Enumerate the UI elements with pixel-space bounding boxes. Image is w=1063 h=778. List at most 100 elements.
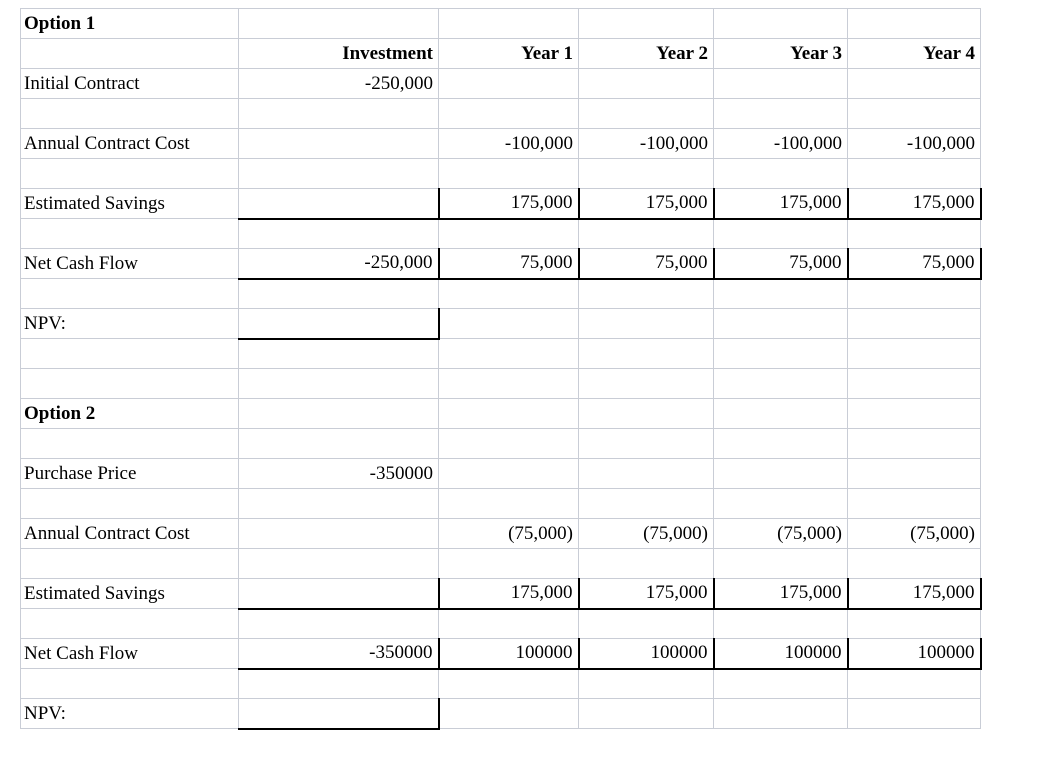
cell-npv-1-col4[interactable] xyxy=(713,308,848,339)
cell-blank-8-col5[interactable] xyxy=(847,488,981,519)
cell-blank-11-col3[interactable] xyxy=(578,668,714,699)
cell-estimated-savings-2-col0[interactable]: Estimated Savings xyxy=(20,578,239,609)
cell-annual-contract-cost-2-col4[interactable]: (75,000) xyxy=(713,518,848,549)
cell-option2-title-col5[interactable] xyxy=(847,398,981,429)
cell-blank-10-col2[interactable] xyxy=(438,608,579,639)
cell-option2-title-col2[interactable] xyxy=(438,398,579,429)
cell-blank-11-col4[interactable] xyxy=(713,668,848,699)
cell-blank-5-col1[interactable] xyxy=(238,338,439,369)
cell-blank-3-col2[interactable] xyxy=(438,218,579,249)
cell-blank-1-col3[interactable] xyxy=(578,98,714,129)
cell-net-cash-flow-2-col1[interactable]: -350000 xyxy=(238,638,440,670)
cell-option1-title-col4[interactable] xyxy=(713,8,848,39)
cell-estimated-savings-2-col1[interactable] xyxy=(238,578,440,610)
cell-blank-3-col5[interactable] xyxy=(847,218,981,249)
cell-blank-7-col3[interactable] xyxy=(578,428,714,459)
cell-estimated-savings-1-col4[interactable]: 175,000 xyxy=(713,188,849,220)
cell-annual-contract-cost-2-col2[interactable]: (75,000) xyxy=(438,518,579,549)
cell-npv-2-col2[interactable] xyxy=(438,698,579,729)
cell-blank-3-col0[interactable] xyxy=(20,218,239,249)
cell-option1-title-col0[interactable]: Option 1 xyxy=(20,8,239,39)
cell-npv-2-col3[interactable] xyxy=(578,698,714,729)
cell-blank-4-col3[interactable] xyxy=(578,278,714,309)
cell-option2-title-col3[interactable] xyxy=(578,398,714,429)
cell-blank-6-col2[interactable] xyxy=(438,368,579,399)
cell-purchase-price-col2[interactable] xyxy=(438,458,579,489)
cell-npv-2-col1[interactable] xyxy=(238,698,440,730)
cell-blank-1-col0[interactable] xyxy=(20,98,239,129)
cell-npv-1-col3[interactable] xyxy=(578,308,714,339)
cell-npv-1-col0[interactable]: NPV: xyxy=(20,308,239,339)
cell-blank-5-col2[interactable] xyxy=(438,338,579,369)
cell-initial-contract-col1[interactable]: -250,000 xyxy=(238,68,439,99)
cell-initial-contract-col4[interactable] xyxy=(713,68,848,99)
cell-blank-8-col1[interactable] xyxy=(238,488,439,519)
cell-net-cash-flow-1-col2[interactable]: 75,000 xyxy=(438,248,580,280)
cell-blank-5-col5[interactable] xyxy=(847,338,981,369)
cell-net-cash-flow-2-col3[interactable]: 100000 xyxy=(578,638,715,670)
cell-blank-9-col0[interactable] xyxy=(20,548,239,579)
cell-blank-10-col5[interactable] xyxy=(847,608,981,639)
cell-npv-2-col5[interactable] xyxy=(847,698,981,729)
cell-blank-6-col0[interactable] xyxy=(20,368,239,399)
cell-purchase-price-col0[interactable]: Purchase Price xyxy=(20,458,239,489)
cell-annual-contract-cost-1-col3[interactable]: -100,000 xyxy=(578,128,714,159)
cell-option1-title-col5[interactable] xyxy=(847,8,981,39)
cell-blank-8-col4[interactable] xyxy=(713,488,848,519)
cell-blank-11-col0[interactable] xyxy=(20,668,239,699)
cell-blank-2-col5[interactable] xyxy=(847,158,981,189)
cell-annual-contract-cost-1-col5[interactable]: -100,000 xyxy=(847,128,981,159)
cell-estimated-savings-1-col3[interactable]: 175,000 xyxy=(578,188,715,220)
cell-net-cash-flow-1-col3[interactable]: 75,000 xyxy=(578,248,715,280)
cell-blank-7-col4[interactable] xyxy=(713,428,848,459)
cell-npv-1-col2[interactable] xyxy=(438,308,579,339)
cell-blank-8-col2[interactable] xyxy=(438,488,579,519)
cell-blank-6-col4[interactable] xyxy=(713,368,848,399)
cell-blank-10-col1[interactable] xyxy=(238,608,439,639)
cell-net-cash-flow-1-col0[interactable]: Net Cash Flow xyxy=(20,248,239,279)
cell-option2-title-col4[interactable] xyxy=(713,398,848,429)
cell-estimated-savings-1-col5[interactable]: 175,000 xyxy=(847,188,982,220)
cell-blank-5-col0[interactable] xyxy=(20,338,239,369)
cell-initial-contract-col0[interactable]: Initial Contract xyxy=(20,68,239,99)
cell-estimated-savings-1-col0[interactable]: Estimated Savings xyxy=(20,188,239,219)
cell-blank-8-col3[interactable] xyxy=(578,488,714,519)
cell-blank-3-col4[interactable] xyxy=(713,218,848,249)
cell-annual-contract-cost-1-col0[interactable]: Annual Contract Cost xyxy=(20,128,239,159)
cell-blank-1-col5[interactable] xyxy=(847,98,981,129)
cell-blank-7-col5[interactable] xyxy=(847,428,981,459)
cell-blank-10-col0[interactable] xyxy=(20,608,239,639)
cell-estimated-savings-1-col1[interactable] xyxy=(238,188,440,220)
cell-net-cash-flow-2-col4[interactable]: 100000 xyxy=(713,638,849,670)
cell-estimated-savings-2-col5[interactable]: 175,000 xyxy=(847,578,982,610)
cell-blank-2-col1[interactable] xyxy=(238,158,439,189)
cell-estimated-savings-1-col2[interactable]: 175,000 xyxy=(438,188,580,220)
cell-column-headers-col2[interactable]: Year 1 xyxy=(438,38,579,69)
cell-blank-11-col2[interactable] xyxy=(438,668,579,699)
cell-blank-3-col3[interactable] xyxy=(578,218,714,249)
cell-annual-contract-cost-1-col4[interactable]: -100,000 xyxy=(713,128,848,159)
cell-blank-6-col5[interactable] xyxy=(847,368,981,399)
cell-blank-9-col1[interactable] xyxy=(238,548,439,579)
cell-blank-4-col2[interactable] xyxy=(438,278,579,309)
cell-net-cash-flow-1-col4[interactable]: 75,000 xyxy=(713,248,849,280)
cell-initial-contract-col3[interactable] xyxy=(578,68,714,99)
cell-blank-4-col5[interactable] xyxy=(847,278,981,309)
cell-blank-10-col3[interactable] xyxy=(578,608,714,639)
cell-net-cash-flow-2-col2[interactable]: 100000 xyxy=(438,638,580,670)
cell-blank-9-col5[interactable] xyxy=(847,548,981,579)
cell-option2-title-col0[interactable]: Option 2 xyxy=(20,398,239,429)
cell-annual-contract-cost-2-col0[interactable]: Annual Contract Cost xyxy=(20,518,239,549)
cell-blank-2-col4[interactable] xyxy=(713,158,848,189)
cell-blank-3-col1[interactable] xyxy=(238,218,439,249)
cell-estimated-savings-2-col2[interactable]: 175,000 xyxy=(438,578,580,610)
cell-blank-11-col1[interactable] xyxy=(238,668,439,699)
cell-blank-2-col3[interactable] xyxy=(578,158,714,189)
cell-npv-1-col5[interactable] xyxy=(847,308,981,339)
cell-initial-contract-col2[interactable] xyxy=(438,68,579,99)
cell-purchase-price-col5[interactable] xyxy=(847,458,981,489)
cell-blank-1-col2[interactable] xyxy=(438,98,579,129)
cell-blank-5-col3[interactable] xyxy=(578,338,714,369)
cell-net-cash-flow-2-col0[interactable]: Net Cash Flow xyxy=(20,638,239,669)
cell-net-cash-flow-1-col1[interactable]: -250,000 xyxy=(238,248,440,280)
